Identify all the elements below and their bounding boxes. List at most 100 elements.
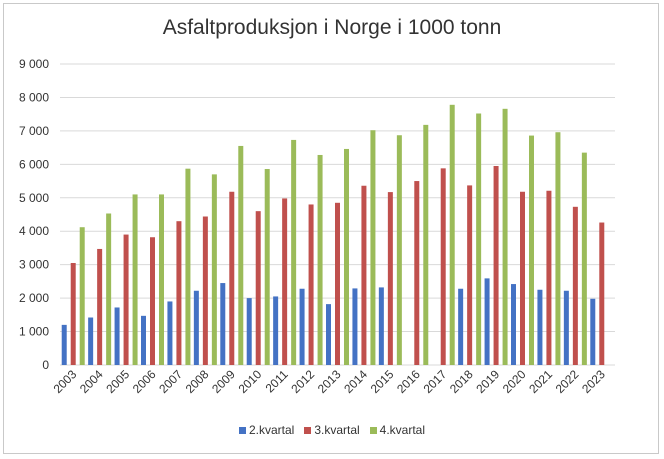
- x-tick-label: 2021: [526, 367, 555, 396]
- x-tick-label: 2010: [236, 367, 265, 396]
- bar-4-kvartal: [238, 145, 244, 365]
- bar-2-kvartal: [61, 324, 67, 365]
- bar-4-kvartal: [502, 108, 508, 365]
- bar-4-kvartal: [370, 130, 376, 365]
- y-tick-label: 9 000: [19, 57, 49, 71]
- bar-3-kvartal: [150, 237, 155, 365]
- bar-2-kvartal: [352, 288, 358, 365]
- bar-2-kvartal: [326, 304, 331, 365]
- x-tick-label: 2018: [447, 367, 476, 396]
- x-tick-label: 2017: [421, 367, 450, 396]
- y-tick-label: 6 000: [19, 157, 49, 171]
- bar-4-kvartal: [185, 168, 191, 365]
- x-tick-label: 2005: [103, 367, 132, 396]
- y-tick-label: 4 000: [19, 224, 49, 238]
- bar-4-kvartal: [581, 152, 587, 365]
- y-tick-label: 5 000: [19, 191, 49, 205]
- bar-4-kvartal: [211, 174, 217, 365]
- bar-3-kvartal: [176, 221, 182, 365]
- bar-3-kvartal: [229, 191, 235, 365]
- x-tick-label: 2012: [288, 367, 317, 396]
- x-tick-label: 2004: [77, 367, 106, 396]
- bar-3-kvartal: [572, 206, 578, 365]
- bar-3-kvartal: [255, 211, 261, 365]
- bar-3-kvartal: [361, 185, 367, 365]
- bar-3-kvartal: [520, 191, 525, 365]
- bar-3-kvartal: [493, 166, 499, 365]
- bar-3-kvartal: [282, 198, 288, 365]
- bar-2-kvartal: [273, 296, 279, 365]
- y-tick-label: 2 000: [19, 291, 49, 305]
- legend-label: 2.kvartal: [248, 423, 295, 437]
- bar-3-kvartal: [440, 168, 446, 365]
- bar-4-kvartal: [476, 113, 482, 366]
- x-tick-label: 2013: [315, 367, 344, 396]
- bar-2-kvartal: [167, 301, 173, 365]
- bar-4-kvartal: [344, 148, 349, 365]
- bar-3-kvartal: [308, 204, 314, 365]
- bar-2-kvartal: [378, 287, 384, 365]
- chart-legend: 2.kvartal 3.kvartal 4.kvartal: [0, 423, 664, 437]
- x-tick-label: 2009: [209, 367, 238, 396]
- y-tick-label: 3 000: [19, 258, 49, 272]
- bar-2-kvartal: [220, 283, 226, 365]
- legend-item: 3.kvartal: [304, 423, 360, 437]
- bar-3-kvartal: [599, 222, 605, 365]
- x-tick-label: 2014: [341, 367, 370, 396]
- bar-2-kvartal: [563, 290, 569, 365]
- bar-4-kvartal: [79, 227, 85, 365]
- bar-4-kvartal: [132, 194, 138, 365]
- bar-2-kvartal: [590, 298, 596, 365]
- bar-3-kvartal: [97, 248, 103, 365]
- bar-2-kvartal: [458, 288, 464, 365]
- legend-label: 3.kvartal: [314, 423, 360, 437]
- bar-4-kvartal: [449, 104, 455, 366]
- bar-2-kvartal: [141, 315, 146, 365]
- bar-2-kvartal: [114, 307, 120, 365]
- x-tick-label: 2007: [156, 367, 185, 396]
- x-tick-label: 2019: [473, 367, 502, 396]
- bar-3-kvartal: [335, 202, 340, 365]
- x-tick-label: 2011: [263, 367, 291, 395]
- bar-2-kvartal: [246, 298, 252, 365]
- bar-4-kvartal: [396, 135, 402, 365]
- bar-4-kvartal: [159, 194, 164, 365]
- bar-2-kvartal: [537, 289, 543, 365]
- x-tick-label: 2022: [553, 367, 582, 396]
- bar-3-kvartal: [202, 216, 208, 365]
- y-tick-label: 0: [42, 358, 49, 372]
- legend-swatch: [369, 426, 377, 434]
- bar-4-kvartal: [291, 139, 297, 365]
- bar-4-kvartal: [555, 132, 561, 365]
- bar-3-kvartal: [546, 190, 552, 365]
- x-tick-label: 2023: [579, 367, 608, 396]
- bar-3-kvartal: [467, 185, 473, 365]
- x-tick-label: 2020: [500, 367, 529, 396]
- bar-2-kvartal: [88, 317, 94, 365]
- bar-2-kvartal: [484, 278, 490, 365]
- legend-item: 2.kvartal: [238, 423, 295, 437]
- bar-4-kvartal: [264, 169, 270, 365]
- y-tick-label: 8 000: [19, 90, 49, 104]
- bar-3-kvartal: [70, 262, 76, 365]
- y-tick-label: 7 000: [19, 124, 49, 138]
- bar-4-kvartal: [317, 154, 323, 365]
- x-tick-label: 2008: [183, 367, 212, 396]
- x-tick-label: 2006: [130, 367, 159, 396]
- x-tick-label: 2003: [51, 367, 80, 396]
- x-tick-label: 2016: [394, 367, 423, 396]
- legend-item: 4.kvartal: [369, 423, 426, 437]
- bar-2-kvartal: [193, 290, 199, 365]
- bar-4-kvartal: [423, 124, 429, 365]
- bar-2-kvartal: [511, 284, 516, 365]
- legend-label: 4.kvartal: [379, 423, 426, 437]
- bar-2-kvartal: [299, 288, 305, 365]
- bar-3-kvartal: [123, 234, 129, 365]
- legend-swatch: [304, 426, 312, 434]
- bar-3-kvartal: [387, 192, 393, 365]
- y-tick-label: 1 000: [19, 325, 49, 339]
- bar-4-kvartal: [106, 213, 112, 365]
- bar-3-kvartal: [414, 181, 420, 365]
- chart-title: Asfaltproduksjon i Norge i 1000 tonn: [162, 16, 502, 39]
